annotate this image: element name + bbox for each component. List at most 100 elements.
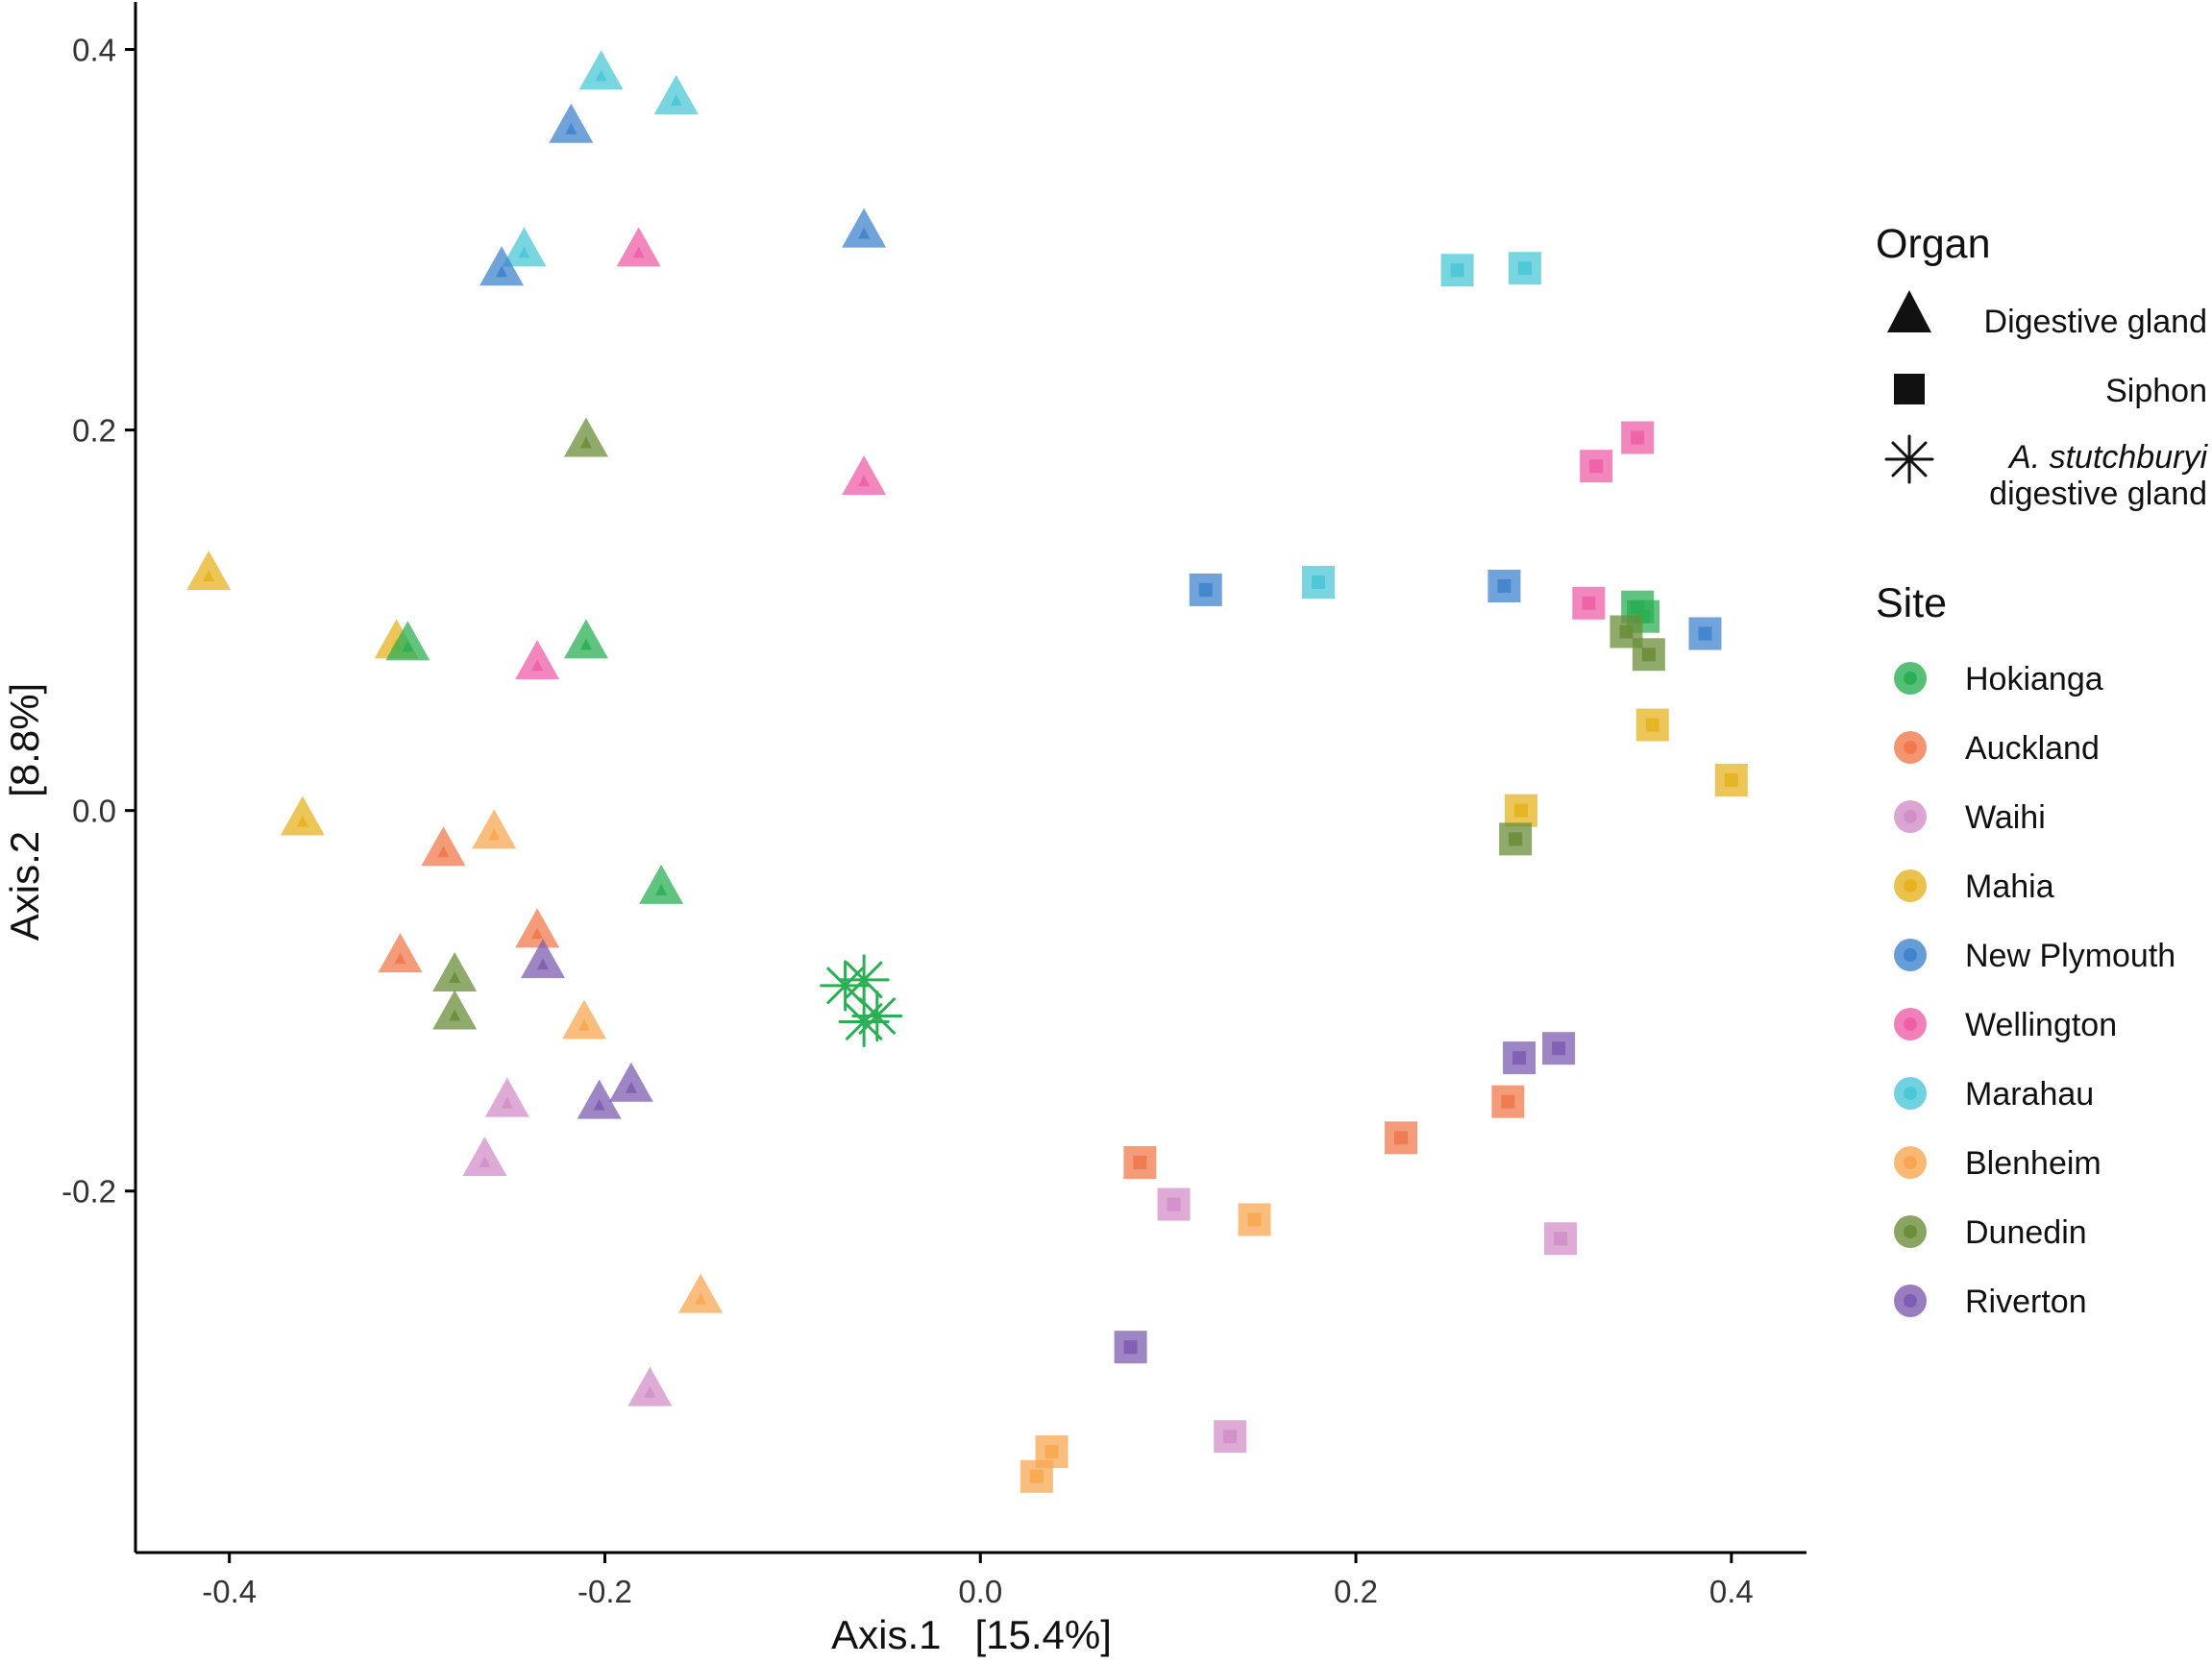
legend-organ-label-digestive-gland: Digestive gland (1984, 304, 2207, 340)
point-square-wellington (1580, 450, 1613, 483)
legend-site-label: New Plymouth (1965, 938, 2175, 974)
y-axis-ticks: -0.2 0.0 0.2 0.4 (61, 33, 135, 1210)
point-triangle-auckland (421, 826, 466, 867)
legend-site-dot-center (1904, 810, 1917, 823)
point-triangle-blenheim (561, 999, 606, 1040)
y-tick-label: 0.4 (72, 33, 116, 68)
legend-site-dunedin: Dunedin (1894, 1214, 2087, 1251)
point-triangle-dunedin (563, 417, 608, 457)
point-square-waihi (1214, 1420, 1247, 1454)
point-triangle-riverton (521, 939, 566, 979)
point-asterisk-hokianga (851, 991, 903, 1042)
legend-site-label: Waihi (1965, 799, 2046, 836)
legend-site-title: Site (1876, 580, 1947, 626)
point-triangle-blenheim (678, 1273, 724, 1313)
x-axis-ticks: -0.4 -0.2 0.0 0.2 0.4 (202, 1553, 1754, 1609)
point-square-dunedin (1499, 822, 1533, 856)
legend-organ-title: Organ (1876, 221, 1991, 267)
point-square-riverton (1503, 1041, 1536, 1075)
legend-site-hokianga: Hokianga (1894, 661, 2103, 697)
point-triangle-new-plymouth (549, 103, 594, 143)
legend-site-dot-center (1904, 948, 1917, 962)
point-triangle-marahau (502, 227, 547, 267)
x-tick-label: 0.0 (958, 1574, 1002, 1609)
point-triangle-dunedin (432, 990, 478, 1030)
legend-site-dot-center (1904, 672, 1917, 685)
legend-site-label: Dunedin (1965, 1214, 2087, 1251)
point-triangle-hokianga (563, 619, 608, 659)
point-square-new-plymouth (1688, 617, 1722, 650)
point-triangle-dunedin (432, 951, 478, 991)
point-triangle-riverton (577, 1079, 622, 1119)
point-triangle-blenheim (472, 809, 517, 849)
point-square-marahau (1440, 254, 1474, 287)
point-triangle-waihi (462, 1137, 507, 1177)
point-square-mahia (1635, 708, 1669, 742)
point-square-auckland (1384, 1121, 1417, 1155)
x-tick-label: -0.2 (578, 1574, 632, 1609)
point-triangle-mahia (186, 551, 232, 591)
y-tick-label: 0.2 (72, 413, 116, 449)
legend-site-dot-center (1904, 1294, 1917, 1308)
point-triangle-riverton (608, 1062, 653, 1102)
x-tick-label: 0.4 (1709, 1574, 1754, 1609)
point-triangle-new-plymouth (479, 246, 525, 286)
point-asterisk-hokianga (838, 954, 890, 1006)
legend-square-icon (1894, 374, 1925, 404)
legend-site-auckland: Auckland (1894, 730, 2100, 767)
point-square-marahau (1508, 252, 1541, 285)
y-tick-label: -0.2 (61, 1174, 116, 1210)
point-triangle-marahau (653, 74, 699, 114)
legend-site-marahau: Marahau (1894, 1076, 2094, 1113)
legend-site-entries: Hokianga Auckland Waihi Mahia New Plymouth We… (1894, 661, 2175, 1320)
point-triangle-wellington (842, 455, 887, 496)
point-triangle-marahau (578, 50, 624, 90)
y-axis-title: Axis.2 [8.8%] (2, 683, 47, 941)
point-triangle-hokianga (639, 864, 684, 904)
point-square-auckland (1491, 1085, 1525, 1118)
point-square-mahia (1714, 763, 1748, 796)
legend-asterisk-icon (1884, 434, 1934, 484)
legend-site-dot-center (1904, 1087, 1917, 1100)
legend-site-dot-center (1904, 741, 1917, 754)
point-square-mahia (1505, 794, 1538, 827)
point-triangle-hokianga (385, 621, 430, 661)
legend-site-label: Marahau (1965, 1076, 2094, 1113)
point-triangle-auckland (515, 908, 560, 948)
legend-site-new-plymouth: New Plymouth (1894, 938, 2175, 974)
point-triangle-new-plymouth (842, 208, 887, 248)
legend-organ-label-astutchburyi: A. stutchburyi (2007, 439, 2208, 476)
point-square-new-plymouth (1487, 569, 1521, 602)
legend-site-label: Wellington (1965, 1007, 2117, 1043)
point-square-auckland (1123, 1146, 1157, 1180)
point-square-marahau (1301, 566, 1335, 600)
plot-marks (186, 50, 1748, 1493)
point-triangle-mahia (280, 795, 325, 836)
legend-site-wellington: Wellington (1894, 1007, 2117, 1043)
point-square-blenheim (1238, 1203, 1271, 1236)
point-square-waihi (1544, 1222, 1578, 1256)
point-triangle-waihi (484, 1077, 529, 1117)
point-square-dunedin (1632, 638, 1665, 672)
legend-site-label: Hokianga (1965, 661, 2103, 697)
legend-site-label: Auckland (1965, 730, 2100, 767)
point-square-blenheim (1020, 1459, 1053, 1493)
legend-site-label: Mahia (1965, 869, 2054, 905)
point-triangle-wellington (616, 227, 661, 267)
legend: Organ Digestive gland Siphon A. stutchbu… (1876, 221, 2208, 1320)
x-tick-label: -0.4 (202, 1574, 257, 1609)
point-asterisk-hokianga (838, 995, 890, 1047)
legend-organ-label-siphon: Siphon (2105, 373, 2207, 409)
y-tick-label: 0.0 (72, 794, 116, 829)
point-square-riverton (1542, 1032, 1576, 1065)
point-square-waihi (1157, 1187, 1191, 1221)
point-triangle-wellington (515, 640, 560, 680)
legend-site-label: Blenheim (1965, 1145, 2101, 1182)
point-square-new-plymouth (1189, 573, 1222, 606)
legend-organ-label-astutchburyi-line2: digestive gland (1989, 476, 2207, 512)
legend-site-dot-center (1904, 879, 1917, 893)
legend-site-label: Riverton (1965, 1284, 2087, 1320)
point-square-riverton (1114, 1331, 1147, 1364)
point-square-wellington (1621, 421, 1655, 454)
